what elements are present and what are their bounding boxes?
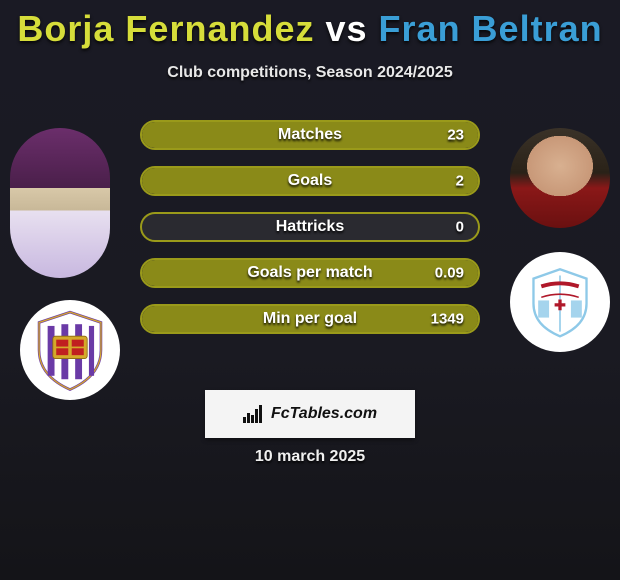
stat-bar: Goals2 bbox=[140, 166, 480, 196]
stat-bar: Goals per match0.09 bbox=[140, 258, 480, 288]
page-title: Borja Fernandez vs Fran Beltran bbox=[0, 0, 620, 50]
subtitle: Club competitions, Season 2024/2025 bbox=[0, 64, 620, 82]
title-player1: Borja Fernandez bbox=[17, 8, 314, 49]
svg-text:✚: ✚ bbox=[554, 297, 566, 313]
date-text: 10 march 2025 bbox=[0, 448, 620, 466]
player2-avatar bbox=[510, 128, 610, 228]
stat-bar-value: 23 bbox=[447, 127, 464, 144]
stat-bar-label: Matches bbox=[142, 126, 478, 144]
stat-bar-label: Min per goal bbox=[142, 310, 478, 328]
stat-bar: Min per goal1349 bbox=[140, 304, 480, 334]
brand-text: FcTables.com bbox=[271, 405, 377, 423]
stats-bars: Matches23 Goals2 Hattricks0 Goals per match… bbox=[140, 120, 480, 350]
stat-bar: Hattricks0 bbox=[140, 212, 480, 242]
title-player2: Fran Beltran bbox=[379, 8, 603, 49]
stat-bar-value: 1349 bbox=[431, 311, 464, 328]
player1-avatar bbox=[10, 128, 110, 278]
stat-bar-value: 0.09 bbox=[435, 265, 464, 282]
chart-icon bbox=[243, 405, 265, 423]
team2-crest: ✚ bbox=[510, 252, 610, 352]
stat-bar-label: Goals bbox=[142, 172, 478, 190]
stat-bar-value: 0 bbox=[456, 219, 464, 236]
stat-bar: Matches23 bbox=[140, 120, 480, 150]
team1-crest bbox=[20, 300, 120, 400]
brand-card: FcTables.com bbox=[205, 390, 415, 438]
stat-bar-label: Goals per match bbox=[142, 264, 478, 282]
title-vs: vs bbox=[325, 8, 367, 49]
stat-bar-label: Hattricks bbox=[142, 218, 478, 236]
stat-bar-value: 2 bbox=[456, 173, 464, 190]
